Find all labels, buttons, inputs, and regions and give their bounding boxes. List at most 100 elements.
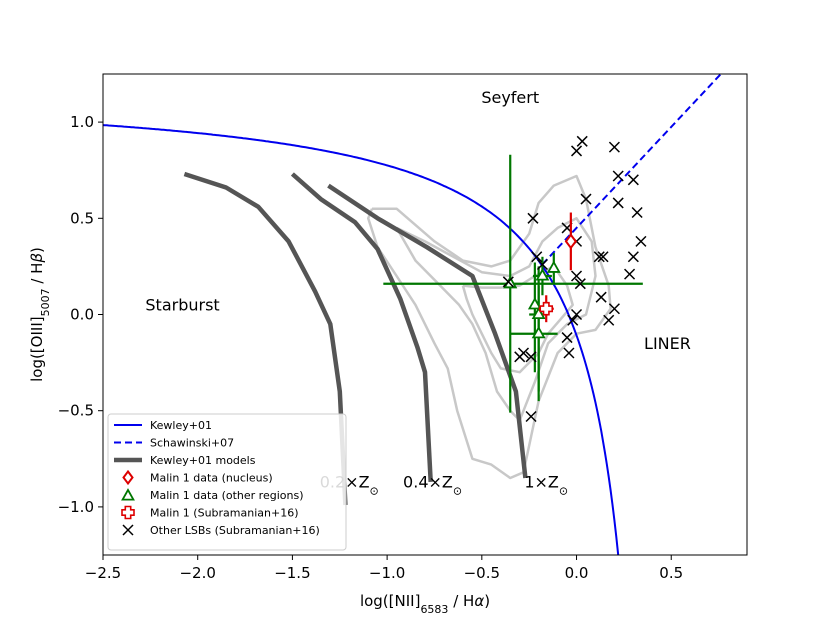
legend: Kewley+01 Schawinski+07 Kewley+01 models Ma… (107, 413, 347, 551)
axis-ticks: −2.5 −2.0 −1.5 −1.0 −0.5 0.0 0.5 −1.0 −0.5 0.0 0.5… (58, 113, 684, 582)
legend-label: Other LSBs (Subramanian+16) (150, 524, 320, 537)
y-axis-title: log([OIII]5007 / Hβ) (28, 247, 52, 382)
x-tick-label: −2.5 (85, 564, 121, 582)
other-lsb-marker (502, 276, 514, 288)
legend-label: Malin 1 (Subramanian+16) (150, 507, 299, 520)
axis-title-part: ) (28, 247, 46, 253)
legend-entry: Malin 1 data (other regions) (121, 488, 303, 502)
axis-title-part: 5007 (39, 288, 52, 316)
legend-label: Kewley+01 (150, 419, 212, 432)
other-lsb-marker (627, 251, 639, 263)
other-lsb-marker (595, 291, 607, 303)
other-lsb-marker (635, 235, 647, 247)
malin-nucleus-marker (564, 233, 577, 250)
axis-title-part: 6583 (420, 603, 448, 616)
malin-region-marker (535, 268, 550, 281)
other-lsb-marker (567, 314, 579, 326)
other-lsb-marker (608, 141, 620, 153)
x-tick-label: −0.5 (464, 564, 500, 582)
malin-region-marker (531, 325, 546, 339)
other-lsb-marker (608, 303, 620, 315)
x-axis-title: log([NII]6583 / Hα) (360, 592, 490, 616)
axis-title-part: / H (448, 592, 474, 610)
legend-entry: Kewley+01 models (114, 454, 256, 467)
legend-label: Malin 1 data (other regions) (150, 489, 303, 502)
data-points (383, 135, 647, 423)
malin-region-marker (546, 260, 561, 273)
other-lsb-marker (612, 170, 624, 182)
metallicity-label: 0.4×Z⊙ (403, 473, 462, 498)
other-lsb-marker (627, 174, 639, 186)
x-tick-label: −1.5 (274, 564, 310, 582)
malin-subramanian-marker (539, 301, 554, 316)
other-lsb-marker (580, 193, 592, 205)
x-tick-label: 0.5 (659, 564, 683, 582)
region-label: LINER (644, 334, 691, 353)
y-tick-label: −1.0 (58, 498, 94, 516)
other-lsb-marker (570, 270, 583, 282)
other-lsb-marker (525, 410, 537, 423)
axis-title-part: log([NII] (360, 592, 421, 610)
other-lsb-marker (525, 351, 537, 363)
y-tick-label: 0.5 (70, 209, 94, 227)
metallicity-label: 1×Z⊙ (524, 473, 568, 498)
legend-swatch (122, 524, 134, 536)
other-lsb-marker (593, 251, 605, 263)
model-track (183, 171, 348, 506)
other-lsb-marker (612, 197, 624, 209)
legend-entry: Kewley+01 (114, 419, 212, 432)
y-tick-label: 1.0 (70, 113, 94, 131)
y-tick-label: −0.5 (58, 402, 94, 420)
legend-swatch (121, 488, 135, 501)
other-lsb-marker (631, 206, 643, 219)
other-lsb-marker (597, 251, 609, 263)
axis-title-part: / H (28, 263, 46, 289)
other-lsb-marker (624, 268, 636, 280)
legend-entry: Malin 1 data (nucleus) (122, 469, 273, 486)
other-lsb-marker (514, 351, 526, 363)
density-contours (366, 174, 612, 480)
x-tick-label: −1.0 (369, 564, 405, 582)
legend-swatch (122, 469, 134, 486)
malin-region-marker (531, 306, 546, 320)
x-tick-label: −2.0 (179, 564, 215, 582)
axis-title-part: α (474, 592, 484, 610)
malin-region-marker (527, 297, 542, 310)
x-tick-label: 0.0 (565, 564, 589, 582)
other-lsb-marker (536, 258, 548, 271)
model-track (327, 183, 528, 479)
other-lsb-marker (527, 212, 539, 224)
solar-symbol: ⊙ (453, 484, 462, 497)
contour-line (395, 217, 597, 422)
legend-entry: Schawinski+07 (114, 437, 234, 450)
y-tick-label: 0.0 (70, 306, 94, 324)
model-track (290, 172, 433, 483)
other-lsb-marker (531, 251, 543, 263)
contour-line (461, 265, 574, 374)
legend-label: Malin 1 data (nucleus) (150, 472, 273, 485)
kewley-model-tracks (183, 171, 528, 506)
legend-label: Schawinski+07 (150, 437, 234, 450)
schawinski07-line (541, 74, 723, 265)
other-lsb-marker (603, 314, 615, 326)
solar-symbol: ⊙ (559, 484, 568, 497)
other-lsb-marker (561, 332, 573, 344)
axis-title-part: β (28, 253, 46, 264)
contour-line (366, 174, 612, 480)
other-lsb-marker (576, 135, 588, 147)
region-label: Starburst (145, 296, 219, 315)
legend-entry: Malin 1 (Subramanian+16) (121, 505, 299, 520)
region-label: Seyfert (481, 88, 539, 107)
legend-swatch (121, 505, 135, 520)
axis-title-part: ) (484, 592, 490, 610)
other-lsb-marker (570, 145, 583, 157)
legend-entry: Other LSBs (Subramanian+16) (122, 524, 320, 537)
legend-box (107, 413, 347, 551)
other-lsb-marker (574, 278, 586, 290)
solar-symbol: ⊙ (370, 484, 379, 497)
axis-title-part: log([OIII] (28, 316, 46, 382)
legend-label: Kewley+01 models (150, 454, 256, 467)
other-lsb-marker (570, 308, 583, 321)
other-lsb-marker (563, 347, 575, 359)
